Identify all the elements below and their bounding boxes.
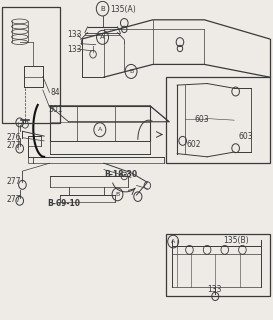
Text: 84: 84 xyxy=(51,88,61,97)
Bar xyxy=(166,77,270,163)
Text: 277: 277 xyxy=(6,195,21,204)
Text: B-18-30: B-18-30 xyxy=(104,170,137,179)
Text: B: B xyxy=(115,192,120,197)
Text: 276: 276 xyxy=(6,132,21,141)
Text: A: A xyxy=(98,127,102,132)
Text: 133: 133 xyxy=(67,44,82,54)
Text: 135(B): 135(B) xyxy=(223,236,249,245)
Bar xyxy=(2,7,60,123)
Text: 602: 602 xyxy=(187,140,201,148)
Bar xyxy=(166,234,270,296)
Text: 277: 277 xyxy=(6,177,21,186)
Text: 301: 301 xyxy=(48,105,63,114)
Text: A: A xyxy=(100,34,105,40)
Text: B-69-10: B-69-10 xyxy=(47,199,80,208)
Text: 603: 603 xyxy=(238,132,253,141)
Text: 277: 277 xyxy=(6,140,21,149)
Text: 133: 133 xyxy=(67,30,82,39)
Text: A: A xyxy=(171,239,175,244)
Text: B: B xyxy=(129,69,133,74)
Text: 135(A): 135(A) xyxy=(111,5,136,14)
Text: B: B xyxy=(100,6,105,12)
Text: 133: 133 xyxy=(207,285,222,294)
Text: 603: 603 xyxy=(195,115,209,124)
